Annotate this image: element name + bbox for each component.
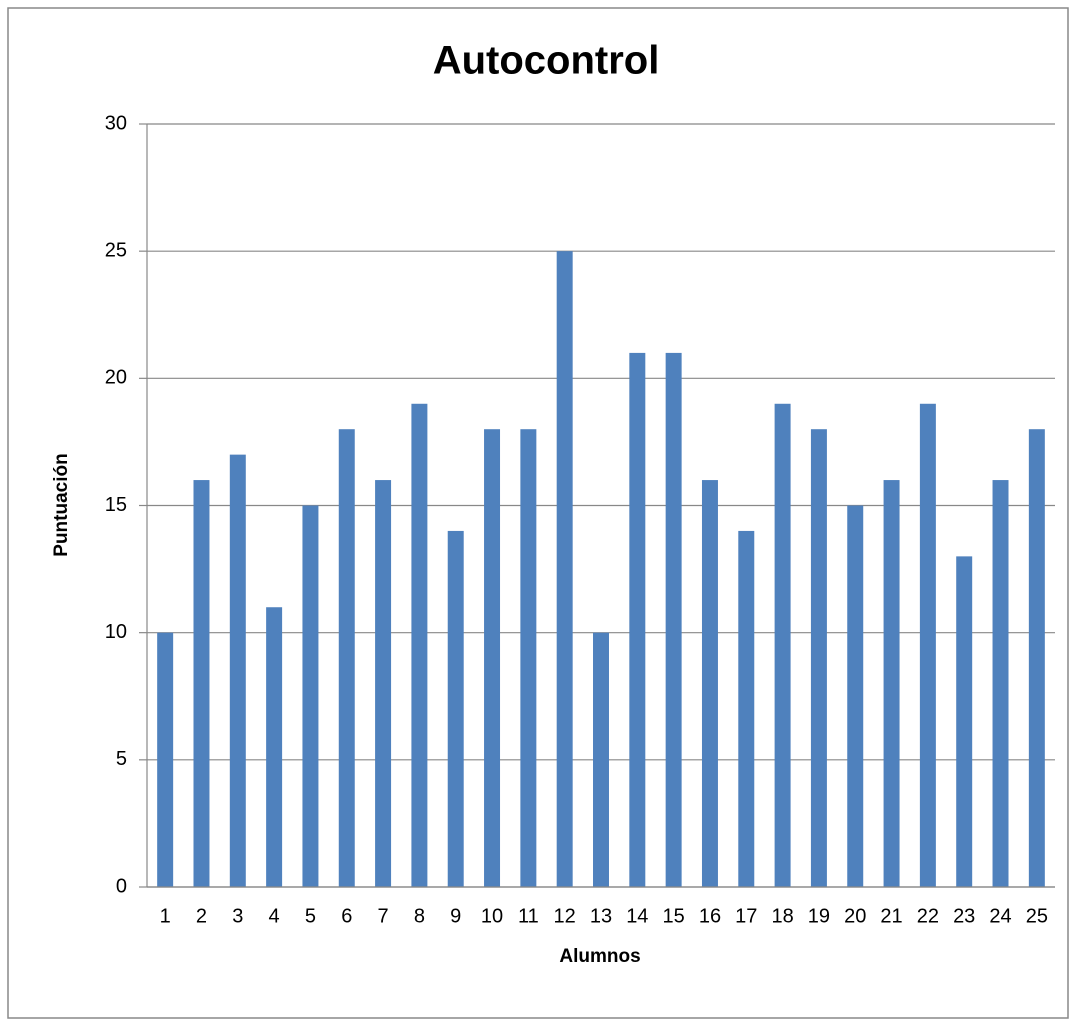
bar: [157, 632, 174, 887]
bar: [338, 429, 355, 887]
x-tick-label: 21: [880, 905, 902, 927]
x-tick-label: 16: [699, 905, 721, 927]
x-tick-label: 3: [232, 905, 243, 927]
x-tick-label: 12: [554, 905, 576, 927]
y-tick-label: 20: [105, 367, 127, 389]
bar: [411, 403, 428, 887]
bar: [193, 480, 210, 887]
y-tick-label: 15: [105, 494, 127, 516]
bar: [810, 429, 827, 887]
y-tick-label: 10: [105, 621, 127, 643]
bar: [266, 607, 283, 887]
bar: [883, 480, 900, 887]
bar: [629, 352, 646, 887]
bar: [229, 454, 246, 887]
x-axis-title: Alumnos: [559, 946, 640, 967]
bar: [956, 556, 973, 887]
x-tick-label: 9: [450, 905, 461, 927]
y-tick-label: 25: [105, 239, 127, 261]
x-tick-label: 15: [663, 905, 685, 927]
x-tick-label: 23: [953, 905, 975, 927]
x-tick-label: 10: [481, 905, 503, 927]
x-tick-label: 18: [771, 905, 793, 927]
bar: [774, 403, 791, 887]
x-tick-label: 7: [378, 905, 389, 927]
bar: [738, 530, 755, 887]
bar: [1028, 429, 1045, 887]
bar: [701, 480, 718, 887]
x-tick-label: 4: [269, 905, 280, 927]
x-tick-label: 6: [341, 905, 352, 927]
bar: [447, 530, 464, 887]
x-tick-label: 19: [808, 905, 830, 927]
x-tick-label: 5: [305, 905, 316, 927]
x-tick-label: 14: [626, 905, 648, 927]
y-tick-label: 0: [116, 875, 127, 897]
x-tick-label: 11: [518, 905, 539, 927]
y-tick-label: 30: [105, 112, 127, 134]
x-tick-label: 8: [414, 905, 425, 927]
bar: [556, 251, 573, 887]
x-tick-label: 20: [844, 905, 866, 927]
bar: [520, 429, 537, 887]
bar: [992, 480, 1009, 887]
x-tick-label: 17: [735, 905, 757, 927]
x-tick-label: 1: [160, 905, 171, 927]
bar: [484, 429, 501, 887]
x-tick-label: 25: [1026, 905, 1048, 927]
x-tick-label: 22: [917, 905, 939, 927]
x-tick-label: 2: [196, 905, 207, 927]
bar: [919, 403, 936, 887]
x-tick-label: 13: [590, 905, 612, 927]
bar: [302, 505, 319, 887]
bar: [375, 480, 392, 887]
chart-title: Autocontrol: [433, 39, 660, 83]
bar: [593, 632, 609, 887]
x-tick-label: 24: [989, 905, 1011, 927]
bar: [665, 352, 682, 887]
bar: [847, 505, 864, 887]
y-tick-label: 5: [116, 748, 127, 770]
y-axis-title: Puntuación: [51, 453, 72, 556]
